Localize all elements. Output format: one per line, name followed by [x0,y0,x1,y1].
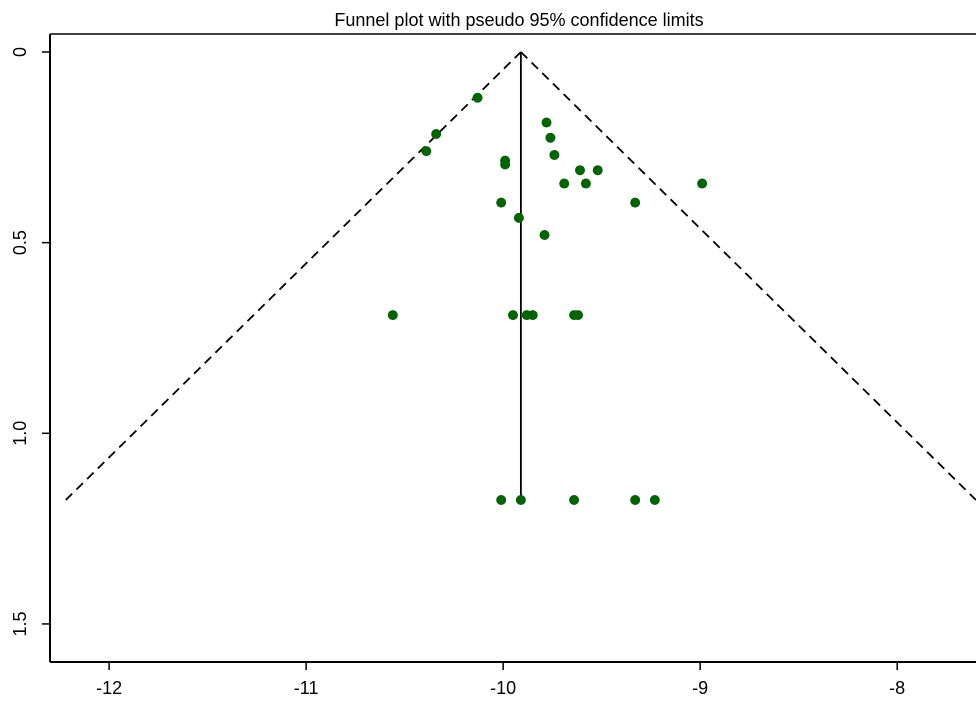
data-point [472,92,483,103]
data-point [541,117,552,128]
x-tick-label: -10 [490,678,516,698]
x-tick-label: -12 [96,678,122,698]
funnel-right-limit [520,51,976,501]
x-tick-label: -11 [294,678,319,698]
data-point [592,165,603,176]
data-point [527,310,538,321]
data-point [496,197,507,208]
data-point [549,149,560,160]
chart-title: Funnel plot with pseudo 95% confidence l… [334,10,703,30]
data-point [387,310,398,321]
data-point [580,178,591,189]
data-point [508,310,518,321]
data-point [649,495,660,506]
x-tick-label: -8 [889,678,905,698]
funnel-left-limit [65,51,522,501]
funnel-limits [65,51,976,501]
data-point [630,197,641,208]
y-tick-label: 0 [10,47,30,57]
y-tick-label: 1.5 [10,611,30,636]
data-point [697,178,708,189]
y-tick-label: 1.0 [10,421,30,446]
data-point [559,178,570,189]
data-point [513,212,524,223]
plot-frame [49,33,976,663]
data-point [500,159,511,170]
data-point [569,495,580,506]
data-point [496,495,507,506]
data-point [630,495,641,506]
data-point [573,310,584,321]
x-tick-label: -9 [692,678,708,698]
data-point [431,128,442,139]
data-point [545,132,556,143]
y-tick-label: 0.5 [10,230,30,255]
data-point [421,146,432,157]
data-points [387,92,708,506]
data-point [515,495,526,506]
data-point [539,230,550,241]
data-point [574,165,585,176]
axes: -12 -11 -10 -9 -8 0 0.5 1.0 1.5 [10,47,905,698]
